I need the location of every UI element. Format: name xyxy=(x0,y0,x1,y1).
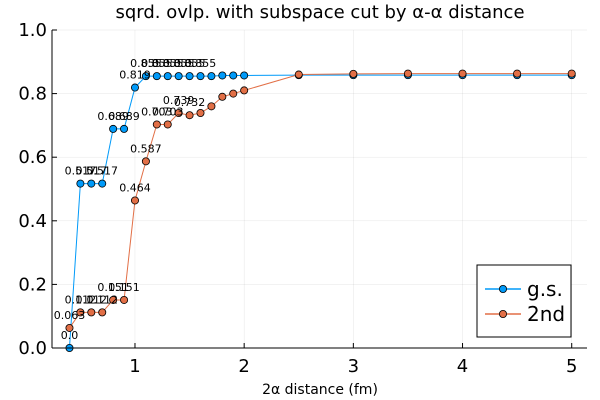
data-point xyxy=(76,308,85,317)
data-label: 0.112 xyxy=(76,293,108,306)
data-point xyxy=(152,72,161,81)
data-point xyxy=(218,92,227,101)
data-label: 0.855 xyxy=(163,57,195,70)
data-point xyxy=(76,179,85,188)
x-tick-label: 5 xyxy=(566,356,577,377)
axes xyxy=(51,29,587,349)
data-point xyxy=(207,72,216,81)
tick-labels: 1 2 3 4 5 0.0 0.2 0.4 0.6 0.8 1.0 xyxy=(18,20,577,377)
x-tick-label: 4 xyxy=(457,356,468,377)
data-point xyxy=(513,69,522,78)
data-point xyxy=(120,295,129,304)
data-point xyxy=(196,72,205,81)
data-label: 0.855 xyxy=(174,57,206,70)
data-point xyxy=(207,102,216,111)
y-tick-label: 1.0 xyxy=(18,20,47,41)
legend: g.s.2nd xyxy=(476,264,572,338)
data-label: 0.587 xyxy=(130,142,162,155)
data-point xyxy=(87,179,96,188)
data-label: 0.819 xyxy=(119,69,151,82)
data-point xyxy=(141,157,150,166)
data-point xyxy=(349,69,358,78)
data-point xyxy=(218,71,227,80)
data-point xyxy=(87,308,96,317)
data-label: 0.739 xyxy=(163,94,195,107)
data-point xyxy=(130,196,139,205)
x-axis-label: 2α distance (fm) xyxy=(262,382,378,398)
data-point xyxy=(109,295,118,304)
data-label: 0.703 xyxy=(152,105,184,118)
data-point xyxy=(185,72,194,81)
data-label: 0.732 xyxy=(174,96,206,109)
data-point xyxy=(98,179,107,188)
data-label: 0.517 xyxy=(76,165,108,178)
data-label: 0.855 xyxy=(152,57,184,70)
data-point xyxy=(152,120,161,129)
data-point xyxy=(174,72,183,81)
data-point xyxy=(240,86,249,95)
data-point xyxy=(229,89,238,98)
data-point xyxy=(163,120,172,129)
data-label: 0.151 xyxy=(97,281,129,294)
series-layer xyxy=(65,69,576,352)
data-point xyxy=(567,69,576,78)
chart-title: sqrd. ovlp. with subspace cut by α-α dis… xyxy=(115,2,524,23)
data-label: 0.517 xyxy=(86,165,118,178)
data-label: 0.112 xyxy=(65,293,97,306)
y-tick-label: 0.4 xyxy=(18,211,47,232)
data-point xyxy=(109,124,118,133)
annotations: 0.00.5170.5170.5170.6890.6890.8190.8550.… xyxy=(54,57,217,342)
x-tick-label: 1 xyxy=(129,356,140,377)
x-tick-label: 2 xyxy=(238,356,249,377)
legend-marker xyxy=(498,284,507,293)
data-label: 0.0 xyxy=(61,329,79,342)
data-point xyxy=(458,69,467,78)
data-point xyxy=(163,72,172,81)
data-label: 0.689 xyxy=(108,110,140,123)
data-label: 0.517 xyxy=(65,165,97,178)
data-label: 0.855 xyxy=(130,57,162,70)
data-point xyxy=(141,72,150,81)
data-label: 0.151 xyxy=(108,281,140,294)
x-tick-label: 3 xyxy=(348,356,359,377)
data-label: 0.112 xyxy=(86,293,118,306)
legend-label: g.s. xyxy=(527,277,563,301)
data-label: 0.855 xyxy=(141,57,173,70)
data-point xyxy=(98,308,107,317)
data-point xyxy=(174,108,183,117)
data-point xyxy=(294,70,303,79)
data-point xyxy=(403,69,412,78)
data-point xyxy=(229,71,238,80)
data-point xyxy=(130,83,139,92)
data-label: 0.855 xyxy=(185,57,217,70)
data-label: 0.063 xyxy=(54,309,86,322)
y-tick-label: 0.8 xyxy=(18,84,47,105)
y-tick-label: 0.0 xyxy=(18,338,47,359)
data-point xyxy=(120,124,129,133)
y-tick-label: 0.2 xyxy=(18,274,47,295)
data-label: 0.464 xyxy=(119,181,151,194)
data-point xyxy=(185,111,194,120)
legend-label: 2nd xyxy=(527,302,565,326)
data-point xyxy=(65,323,74,332)
data-label: 0.703 xyxy=(141,105,173,118)
y-tick-label: 0.6 xyxy=(18,147,47,168)
data-point xyxy=(240,71,249,80)
series-2nd xyxy=(65,69,576,332)
legend-marker xyxy=(498,309,507,318)
legend-box xyxy=(476,264,572,338)
data-label: 0.689 xyxy=(97,110,129,123)
data-point xyxy=(196,108,205,117)
